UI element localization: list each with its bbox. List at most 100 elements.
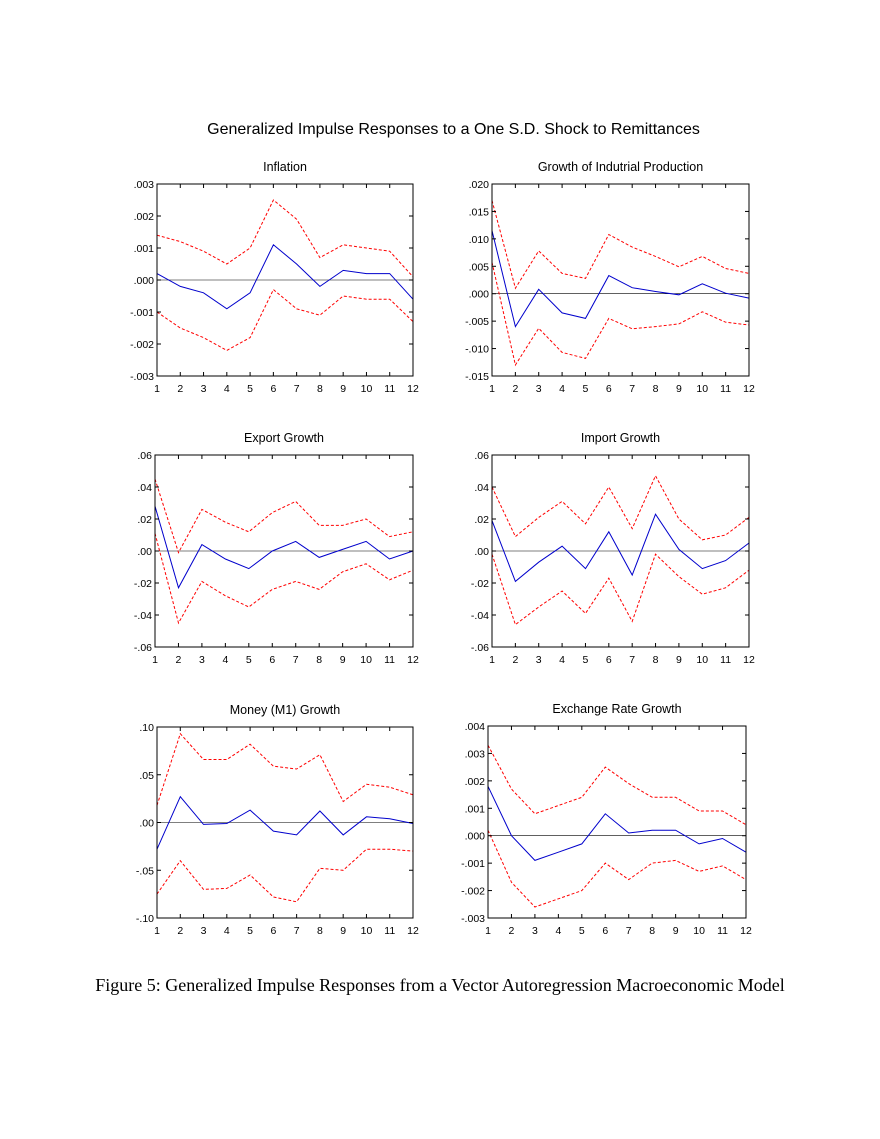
plot-frame <box>487 725 747 919</box>
series-line-upper <box>154 478 414 554</box>
y-tick-label: .000 <box>465 831 486 843</box>
x-tick-label: 1 <box>154 383 160 395</box>
x-tick-label: 5 <box>583 654 589 666</box>
x-tick-label: 7 <box>629 654 635 666</box>
y-tick-label: -.02 <box>471 578 489 590</box>
y-tick-label: .003 <box>465 748 486 760</box>
x-tick-label: 6 <box>602 925 608 937</box>
series-line-response <box>156 795 414 850</box>
y-tick-label: .002 <box>134 211 155 223</box>
x-tick-label: 4 <box>224 383 230 395</box>
y-tick-label: -.10 <box>136 913 154 925</box>
x-tick-label: 1 <box>152 654 158 666</box>
y-tick-label: .004 <box>465 721 486 733</box>
x-tick-label: 11 <box>720 654 731 666</box>
y-tick-label: -.010 <box>465 344 489 356</box>
x-tick-label: 5 <box>579 925 585 937</box>
series-line-upper <box>156 199 414 278</box>
x-tick-label: 8 <box>653 383 659 395</box>
y-tick-label: -.001 <box>130 307 154 319</box>
chart-panel: Import Growth.06.04.02.00-.02-.04-.061 2 3… <box>471 431 755 666</box>
x-tick-label: 11 <box>717 925 728 937</box>
x-tick-label: 12 <box>743 383 755 395</box>
chart-panel: Money (M1) Growth.10.05.00-.05-.101 2 3 4 5 6… <box>136 703 419 937</box>
y-tick-label: -.003 <box>461 913 485 925</box>
y-tick-label: .015 <box>469 206 490 218</box>
x-tick-label: 12 <box>407 383 419 395</box>
x-tick-label: 10 <box>696 383 708 395</box>
x-tick-label: 2 <box>176 654 182 666</box>
series-line-lower <box>154 533 414 625</box>
x-tick-label: 12 <box>407 654 419 666</box>
x-tick-label: 11 <box>384 383 395 395</box>
chart-title: Inflation <box>263 160 307 174</box>
x-tick-label: 2 <box>177 383 183 395</box>
x-tick-label: 2 <box>512 383 518 395</box>
chart-title: Growth of Indutrial Production <box>538 160 703 174</box>
y-tick-label: .000 <box>469 289 490 301</box>
y-tick-label: .02 <box>474 514 489 526</box>
x-tick-label: 6 <box>269 654 275 666</box>
series-line-upper <box>491 200 750 290</box>
y-tick-label: .00 <box>139 818 154 830</box>
x-tick-label: 10 <box>360 654 372 666</box>
y-tick-label: .00 <box>474 546 489 558</box>
y-tick-label: -.05 <box>136 865 154 877</box>
x-tick-label: 7 <box>294 925 300 937</box>
figure-caption: Figure 5: Generalized Impulse Responses … <box>95 975 785 995</box>
chart-title: Export Growth <box>244 431 324 445</box>
y-tick-label: .06 <box>137 450 152 462</box>
x-tick-label: 8 <box>316 654 322 666</box>
chart-panel: Export Growth.06.04.02.00-.02-.04-.061 2 3… <box>134 431 419 666</box>
series-line-response <box>154 506 414 590</box>
y-tick-label: .05 <box>139 770 154 782</box>
x-tick-label: 9 <box>673 925 679 937</box>
x-tick-label: 4 <box>559 654 565 666</box>
x-tick-label: 9 <box>340 383 346 395</box>
x-tick-label: 1 <box>489 383 495 395</box>
y-tick-label: .06 <box>474 450 489 462</box>
y-tick-label: .001 <box>465 803 486 815</box>
series-line-response <box>156 244 414 310</box>
x-tick-label: 8 <box>649 925 655 937</box>
x-tick-label: 1 <box>485 925 491 937</box>
x-tick-label: 9 <box>340 925 346 937</box>
x-tick-label: 5 <box>583 383 589 395</box>
x-tick-label: 4 <box>222 654 228 666</box>
x-tick-label: 2 <box>509 925 515 937</box>
x-tick-label: 11 <box>384 925 395 937</box>
y-tick-label: -.02 <box>134 578 152 590</box>
x-tick-label: 11 <box>720 383 731 395</box>
y-tick-label: .020 <box>469 179 490 191</box>
chart-title: Exchange Rate Growth <box>552 702 681 716</box>
x-tick-label: 6 <box>606 654 612 666</box>
y-tick-label: -.002 <box>130 339 154 351</box>
y-tick-label: -.015 <box>465 371 489 383</box>
x-tick-label: 3 <box>199 654 205 666</box>
y-tick-label: .10 <box>139 722 154 734</box>
x-tick-label: 3 <box>536 383 542 395</box>
y-tick-label: .02 <box>137 514 152 526</box>
x-tick-label: 9 <box>340 654 346 666</box>
x-tick-label: 12 <box>740 925 752 937</box>
series-line-lower <box>491 553 750 626</box>
x-tick-label: 5 <box>247 925 253 937</box>
plot-frame <box>491 183 750 377</box>
y-tick-label: .003 <box>134 179 155 191</box>
series-line-lower <box>487 829 747 908</box>
chart-panel: Inflation .003 .002 .001 .000 -.001 -.002 -.003… <box>130 160 419 395</box>
x-tick-label: 10 <box>696 654 708 666</box>
x-tick-label: 5 <box>247 383 253 395</box>
x-tick-label: 4 <box>224 925 230 937</box>
x-tick-label: 9 <box>676 654 682 666</box>
x-tick-label: 7 <box>293 654 299 666</box>
y-tick-label: -.04 <box>471 610 489 622</box>
chart-panel: Growth of Indutrial Production .020 .015 .0… <box>465 160 755 395</box>
y-tick-label: .04 <box>137 482 152 494</box>
x-tick-label: 7 <box>294 383 300 395</box>
series-line-upper <box>156 732 414 806</box>
chart-panel: Exchange Rate Growth .004 .003 .002 .001 .000… <box>461 702 752 937</box>
x-tick-label: 7 <box>626 925 632 937</box>
y-tick-label: .005 <box>469 261 490 273</box>
series-line-response <box>491 513 750 583</box>
